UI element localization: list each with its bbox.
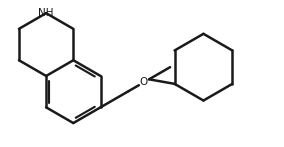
Text: O: O — [140, 77, 148, 87]
Text: NH: NH — [38, 8, 54, 18]
